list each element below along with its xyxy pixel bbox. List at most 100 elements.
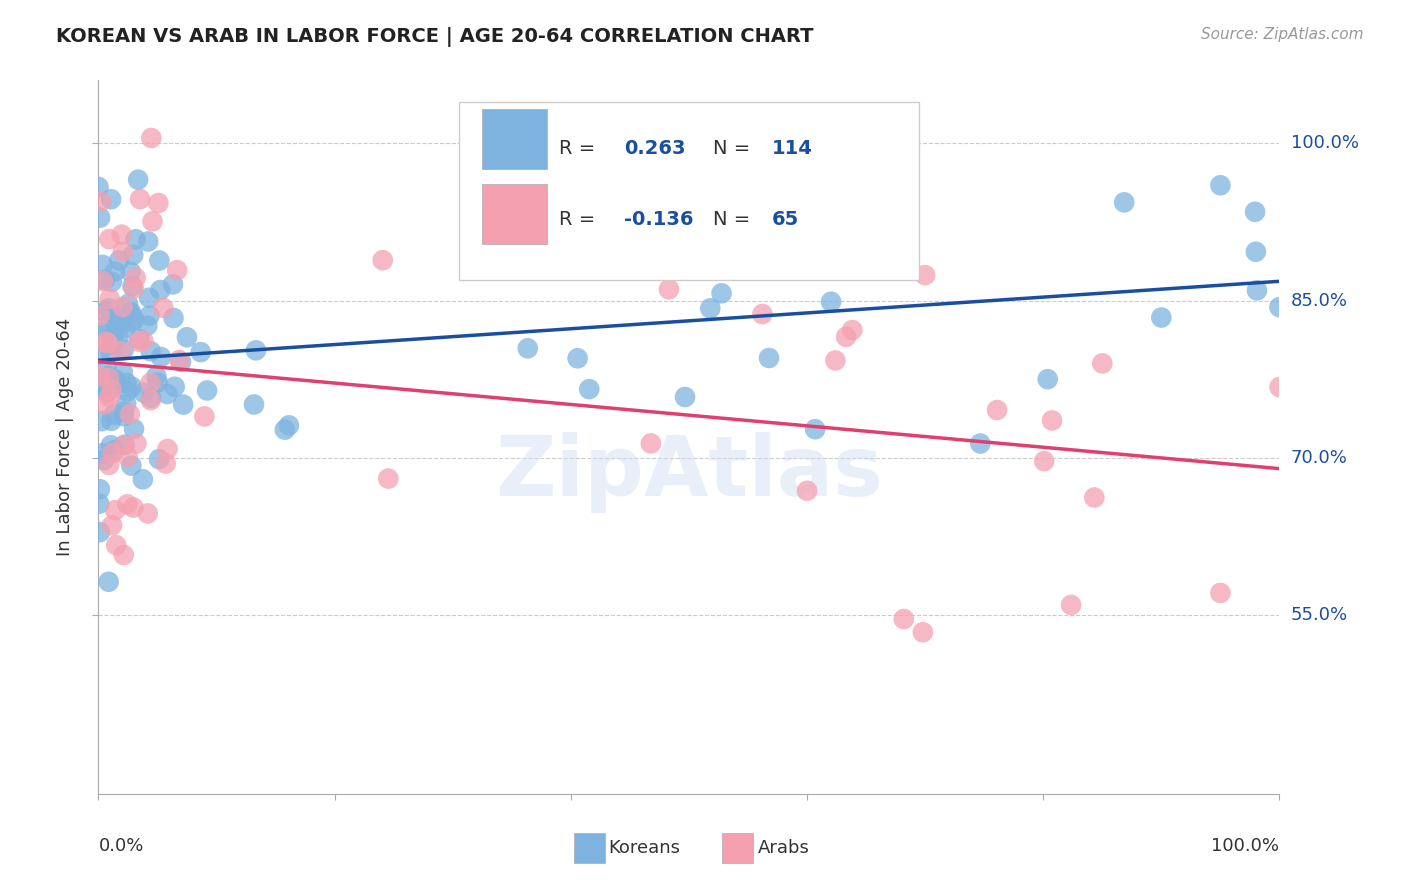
Point [120, 305, 142, 319]
Point [121, 279, 143, 293]
Point [101, 275, 124, 289]
Point [128, 334, 150, 349]
FancyBboxPatch shape [575, 833, 605, 863]
Text: Source: ZipAtlas.com: Source: ZipAtlas.com [1201, 27, 1364, 42]
Point [89, 525, 111, 540]
Point [1083, 491, 1105, 505]
Point [138, 291, 160, 305]
Point [103, 443, 125, 458]
Point [828, 231, 851, 245]
Point [731, 219, 754, 233]
Point [117, 297, 139, 311]
Point [567, 351, 589, 366]
Point [1246, 283, 1268, 297]
Point [1209, 178, 1232, 193]
Point [1060, 598, 1083, 612]
Point [162, 277, 184, 292]
Point [107, 310, 129, 325]
Point [124, 232, 146, 246]
Text: 65: 65 [772, 210, 799, 229]
Text: 70.0%: 70.0% [1291, 449, 1347, 467]
Text: N =: N = [713, 138, 756, 158]
Point [1268, 380, 1291, 394]
FancyBboxPatch shape [723, 833, 752, 863]
Point [190, 345, 212, 359]
Point [104, 503, 127, 517]
Point [163, 380, 186, 394]
Point [125, 436, 148, 450]
Point [172, 398, 194, 412]
Point [141, 131, 163, 145]
Point [139, 391, 162, 405]
Point [91, 258, 114, 272]
Point [96, 359, 118, 374]
Point [911, 625, 934, 640]
Point [1244, 204, 1267, 219]
Point [112, 405, 135, 419]
Point [969, 436, 991, 450]
Point [162, 310, 184, 325]
Point [90, 414, 112, 428]
Text: ZipAtlas: ZipAtlas [495, 433, 883, 513]
Point [673, 390, 696, 404]
Point [1040, 413, 1063, 427]
Point [146, 376, 169, 390]
Point [139, 376, 162, 390]
Point [97, 574, 120, 589]
Point [139, 344, 162, 359]
Point [1036, 372, 1059, 386]
Point [1268, 300, 1291, 314]
Point [115, 397, 138, 411]
Point [640, 436, 662, 450]
Point [100, 337, 122, 351]
FancyBboxPatch shape [482, 184, 547, 244]
Point [149, 283, 172, 297]
Point [149, 350, 172, 364]
Point [710, 286, 733, 301]
Point [122, 281, 145, 295]
Point [98, 232, 121, 246]
Point [101, 333, 124, 347]
Point [170, 355, 193, 369]
Point [100, 372, 122, 386]
Point [176, 330, 198, 344]
Text: N =: N = [713, 210, 756, 229]
Point [914, 268, 936, 282]
Point [136, 507, 159, 521]
Point [101, 335, 124, 350]
Point [94, 334, 117, 349]
Point [104, 373, 127, 387]
Point [108, 315, 131, 329]
Point [96, 377, 118, 392]
Point [835, 330, 858, 344]
Point [145, 369, 167, 384]
Point [118, 407, 141, 421]
Point [89, 369, 111, 384]
Text: Koreans: Koreans [609, 839, 681, 857]
Point [138, 309, 160, 323]
Point [100, 438, 122, 452]
Point [101, 446, 124, 460]
Point [112, 343, 135, 357]
Point [98, 292, 121, 306]
Point [121, 380, 143, 394]
Text: R =: R = [560, 138, 602, 158]
Text: 55.0%: 55.0% [1291, 607, 1348, 624]
Point [243, 397, 266, 411]
Point [127, 172, 149, 186]
Text: 0.263: 0.263 [624, 138, 686, 158]
Point [578, 382, 600, 396]
Point [103, 408, 125, 422]
Text: 85.0%: 85.0% [1291, 292, 1347, 310]
Point [377, 472, 399, 486]
Point [156, 387, 179, 401]
Point [804, 422, 827, 436]
Point [98, 390, 121, 404]
Point [699, 301, 721, 316]
Point [122, 422, 145, 436]
Point [105, 538, 128, 552]
Point [1091, 356, 1114, 370]
Point [117, 384, 139, 399]
Point [124, 312, 146, 326]
Point [1150, 310, 1173, 325]
